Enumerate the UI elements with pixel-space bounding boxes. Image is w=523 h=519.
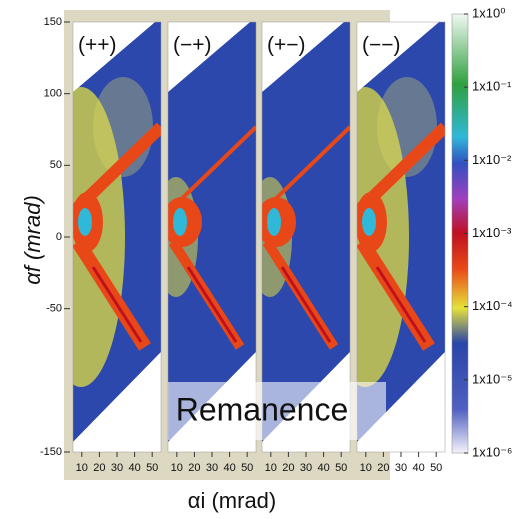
- x-tick-label: 30: [395, 462, 407, 474]
- colorbar-tick-label: 1x10⁰: [472, 5, 505, 20]
- colorbar-tick-label: 1x10⁻⁴: [472, 298, 513, 313]
- colorbar-tick-label: 1x10⁻⁵: [472, 371, 512, 386]
- panel-label: (++): [78, 34, 117, 57]
- x-tick-label: 50: [335, 462, 347, 474]
- heatmap-ridge-core: [91, 266, 143, 343]
- heatmap: [168, 22, 256, 442]
- y-tick-label: -150: [40, 446, 62, 458]
- x-tick-label: 10: [171, 462, 183, 474]
- x-tick-label: 40: [223, 462, 235, 474]
- y-axis-title: αf (mrad): [20, 195, 45, 285]
- x-tick-label: 10: [76, 462, 88, 474]
- x-tick-label: 20: [282, 462, 294, 474]
- colorbar-tick-label: 1x10⁻⁶: [472, 444, 512, 459]
- heatmap-peak-core: [173, 208, 187, 236]
- x-tick-label: 10: [265, 462, 277, 474]
- panel-label: (−+): [173, 34, 212, 57]
- heatmap-ridge-core: [186, 266, 238, 343]
- heatmap-ridge-core: [280, 266, 332, 343]
- annotation-box: [168, 382, 386, 440]
- heatmap: [357, 22, 445, 442]
- x-tick-label: 50: [241, 462, 253, 474]
- x-tick-label: 40: [412, 462, 424, 474]
- heatmap-ridge-core: [375, 266, 427, 343]
- panel-label: (+−): [267, 34, 306, 57]
- x-tick-label: 50: [146, 462, 158, 474]
- x-tick-label: 30: [300, 462, 312, 474]
- annotation: Remanence: [176, 391, 349, 427]
- heatmap-peak-core: [267, 208, 281, 236]
- heatmap: [262, 22, 350, 442]
- heatmap-peak-core: [78, 208, 92, 236]
- x-tick-label: 40: [128, 462, 140, 474]
- y-tick-label: 150: [44, 16, 62, 28]
- panel-label: (−−): [362, 34, 401, 57]
- y-tick-label: 100: [44, 88, 62, 100]
- x-tick-label: 30: [206, 462, 218, 474]
- colorbar-tick-label: 1x10⁻³: [472, 225, 512, 240]
- x-tick-label: 20: [377, 462, 389, 474]
- heatmap-peak-core: [362, 208, 376, 236]
- x-axis-title: αi (mrad): [188, 488, 277, 513]
- y-tick-label: 0: [56, 231, 62, 243]
- y-tick-label: 50: [50, 159, 62, 171]
- x-tick-label: 30: [111, 462, 123, 474]
- heatmap: [73, 22, 161, 442]
- x-tick-label: 20: [93, 462, 105, 474]
- x-tick-label: 40: [317, 462, 329, 474]
- colorbar-tick-label: 1x10⁻²: [472, 152, 512, 167]
- x-tick-label: 10: [360, 462, 372, 474]
- y-tick-label: -50: [46, 303, 62, 315]
- x-tick-label: 50: [430, 462, 442, 474]
- x-tick-label: 20: [188, 462, 200, 474]
- colorbar-tick-label: 1x10⁻¹: [472, 79, 512, 94]
